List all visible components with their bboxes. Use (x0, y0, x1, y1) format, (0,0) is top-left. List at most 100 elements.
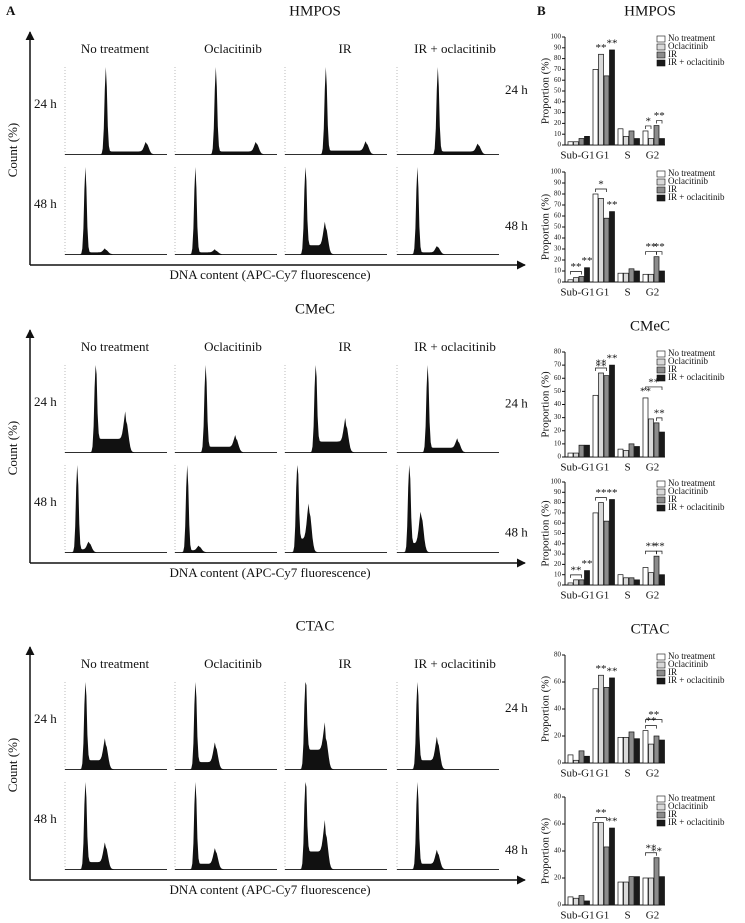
column-label: No treatment (81, 656, 150, 671)
bar (573, 759, 579, 764)
bar (628, 443, 635, 458)
y-tick-label: 80 (554, 793, 562, 801)
legend-label: No treatment (668, 478, 716, 488)
column-label: IR + oclacitinib (414, 41, 496, 56)
histogram (175, 782, 277, 870)
bar (603, 75, 610, 146)
y-axis-label: Count (%) (5, 738, 20, 793)
y-tick-label: 0 (558, 278, 562, 286)
bar (634, 738, 640, 764)
legend-label: IR (668, 49, 677, 59)
significance-bracket (645, 386, 663, 390)
bar (573, 452, 579, 458)
significance-bracket (595, 497, 607, 501)
bar (653, 125, 660, 146)
y-tick-label: 50 (554, 529, 562, 537)
y-tick-label: 60 (554, 820, 562, 828)
y-tick-label: 90 (554, 43, 562, 51)
x-tick-label: S (624, 590, 630, 602)
x-tick-label: G2 (646, 910, 659, 922)
y-tick-label: 50 (554, 387, 562, 395)
column-label: Oclacitinib (204, 339, 262, 354)
legend-label: No treatment (668, 651, 716, 661)
significance-label: ** (607, 37, 618, 49)
legend-swatch (656, 186, 666, 194)
bar (653, 735, 660, 764)
y-tick-label: 60 (554, 374, 562, 382)
bar (659, 739, 665, 764)
bar (567, 452, 574, 458)
y-tick-label: 0 (558, 141, 562, 149)
bar (592, 394, 599, 458)
x-tick-label: Sub-G1 (560, 768, 594, 780)
x-tick-label: S (624, 287, 630, 299)
x-tick-label: Sub-G1 (560, 287, 594, 299)
legend-swatch (656, 496, 666, 504)
row-label: 48 h (34, 811, 57, 826)
bar (634, 446, 640, 458)
bar (578, 138, 585, 146)
y-tick-label: 80 (554, 651, 562, 659)
bar (578, 895, 585, 906)
y-tick-label: 30 (554, 413, 562, 421)
x-tick-label: G2 (646, 462, 659, 474)
x-tick-label: G1 (596, 150, 609, 162)
bar (598, 502, 604, 586)
bar (623, 577, 629, 586)
y-tick-label: 40 (554, 847, 562, 855)
histogram (285, 67, 387, 155)
bar (592, 512, 599, 586)
row-label: 48 h (505, 842, 528, 857)
y-tick-label: 80 (554, 54, 562, 62)
y-axis-label: Proportion (%) (540, 818, 552, 885)
bar (617, 272, 624, 283)
legend-label: IR + oclacitinib (668, 675, 725, 685)
bar (634, 876, 640, 906)
significance-bracket (656, 417, 663, 421)
x-tick-label: G1 (596, 910, 609, 922)
bar (567, 141, 574, 146)
bar (642, 877, 649, 906)
bar (567, 279, 574, 283)
significance-label: ** (607, 665, 618, 677)
significance-label: ** (571, 261, 582, 273)
histogram (285, 782, 387, 870)
y-tick-label: 90 (554, 179, 562, 187)
significance-label: ** (596, 663, 607, 675)
column-label: No treatment (81, 41, 150, 56)
histogram (285, 365, 387, 453)
legend-label: No treatment (668, 348, 716, 358)
y-axis-label: Count (%) (5, 421, 20, 476)
significance-label: ** (654, 241, 665, 253)
legend-swatch (656, 178, 666, 186)
histogram (65, 67, 167, 155)
bar (584, 900, 590, 906)
x-tick-label: S (624, 910, 630, 922)
legend-swatch (656, 669, 666, 677)
y-tick-label: 10 (554, 439, 562, 447)
bar (659, 876, 665, 906)
x-axis-label: DNA content (APC-Cy7 fluorescence) (169, 882, 370, 897)
x-tick-label: G1 (596, 462, 609, 474)
y-tick-label: 20 (554, 256, 562, 264)
bar (598, 53, 604, 146)
significance-label: ** (607, 353, 618, 365)
row-label: 24 h (34, 394, 57, 409)
y-tick-label: 40 (554, 539, 562, 547)
significance-label: ** (648, 376, 659, 388)
bar (642, 397, 649, 458)
bar (628, 731, 635, 764)
bar (617, 128, 624, 146)
bar (573, 579, 579, 586)
legend-label: Oclacitinib (668, 356, 708, 366)
column-label: Oclacitinib (204, 41, 262, 56)
bar (617, 448, 624, 458)
significance-label: ** (654, 407, 665, 419)
significance-bracket (595, 817, 607, 821)
y-axis-label: Proportion (%) (540, 500, 552, 567)
legend-label: IR (668, 809, 677, 819)
histogram (285, 682, 387, 770)
bar (628, 876, 635, 906)
